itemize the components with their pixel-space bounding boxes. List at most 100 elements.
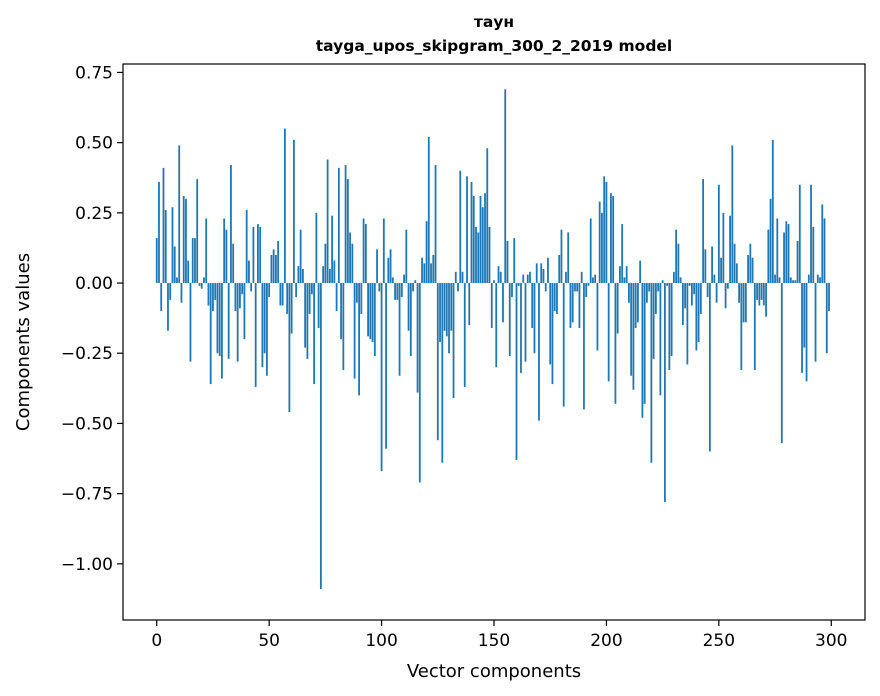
x-tick-label: 250 xyxy=(703,631,735,651)
bar-67 xyxy=(306,283,309,359)
bar-218 xyxy=(646,283,648,303)
bar-59 xyxy=(288,283,291,413)
bar-112 xyxy=(407,283,410,331)
bar-249 xyxy=(715,283,718,303)
bar-106 xyxy=(394,283,396,300)
bar-78 xyxy=(331,215,334,284)
bar-245 xyxy=(706,283,709,298)
bar-79 xyxy=(333,260,336,284)
bar-190 xyxy=(583,283,585,410)
bar-293 xyxy=(814,283,817,362)
bar-278 xyxy=(780,283,783,444)
bar-109 xyxy=(400,283,403,298)
bar-234 xyxy=(681,283,684,326)
bar-276 xyxy=(776,218,779,284)
bar-237 xyxy=(688,283,691,286)
bar-103 xyxy=(387,257,390,284)
bar-259 xyxy=(738,283,740,303)
bar-27 xyxy=(216,283,219,354)
bar-187 xyxy=(576,283,579,292)
bar-115 xyxy=(414,280,417,284)
bar-64 xyxy=(299,229,302,284)
chart-title: таун xyxy=(474,13,514,31)
bar-177 xyxy=(553,283,556,312)
bar-243 xyxy=(702,179,705,284)
bar-233 xyxy=(679,277,682,284)
bar-105 xyxy=(391,277,394,284)
x-axis-ticks: 0 50 100 150 200 250 300 xyxy=(151,620,847,651)
bar-73 xyxy=(319,283,322,590)
bar-244 xyxy=(704,249,707,284)
bar-46 xyxy=(259,226,262,284)
bar-113 xyxy=(409,283,412,357)
bar-214 xyxy=(637,283,639,323)
bar-176 xyxy=(551,283,554,385)
bar-122 xyxy=(430,263,432,284)
bar-72 xyxy=(317,283,320,328)
bar-44 xyxy=(254,283,257,387)
bar-45 xyxy=(257,224,259,284)
bar-23 xyxy=(207,283,210,306)
y-tick-label: −1.00 xyxy=(61,555,113,575)
x-tick-label: 200 xyxy=(590,631,622,651)
bar-287 xyxy=(801,283,803,373)
bar-18 xyxy=(196,179,199,284)
bar-159 xyxy=(513,238,516,284)
bar-269 xyxy=(760,283,763,300)
y-tick-label: −0.50 xyxy=(61,414,113,434)
bar-98 xyxy=(376,249,378,284)
bar-270 xyxy=(762,283,765,306)
bars-group xyxy=(155,89,830,590)
bar-156 xyxy=(506,240,509,284)
bar-11 xyxy=(180,283,183,303)
bar-32 xyxy=(227,283,230,359)
bar-189 xyxy=(580,271,583,284)
bar-240 xyxy=(695,283,698,351)
bar-164 xyxy=(524,283,527,362)
bar-212 xyxy=(632,283,635,390)
bar-4 xyxy=(164,210,167,284)
bar-271 xyxy=(765,283,767,317)
bar-26 xyxy=(214,283,217,300)
bar-124 xyxy=(434,165,437,284)
bar-225 xyxy=(661,280,664,284)
bar-3 xyxy=(162,167,165,284)
bar-242 xyxy=(699,283,702,314)
bar-49 xyxy=(266,283,268,376)
bar-199 xyxy=(603,176,606,284)
bar-161 xyxy=(517,283,520,286)
bar-131 xyxy=(450,283,453,331)
bar-89 xyxy=(355,283,358,303)
bar-116 xyxy=(416,283,419,393)
bar-275 xyxy=(774,274,776,284)
bar-171 xyxy=(540,263,543,284)
bar-126 xyxy=(439,283,441,342)
bar-70 xyxy=(313,283,316,385)
bar-250 xyxy=(717,184,720,284)
bar-35 xyxy=(234,283,237,312)
bar-203 xyxy=(612,195,615,284)
bar-296 xyxy=(821,204,824,284)
bar-198 xyxy=(601,212,603,284)
bar-140 xyxy=(470,181,473,284)
bar-256 xyxy=(731,145,734,284)
bar-93 xyxy=(364,224,367,284)
bar-139 xyxy=(468,283,471,326)
y-tick-label: 0.75 xyxy=(75,63,113,83)
bar-273 xyxy=(769,198,772,284)
bar-141 xyxy=(472,195,475,284)
bar-52 xyxy=(272,249,275,284)
bar-102 xyxy=(385,283,387,449)
bar-281 xyxy=(787,224,790,284)
plot-frame xyxy=(122,63,866,621)
bar-55 xyxy=(279,283,282,306)
bar-100 xyxy=(380,283,383,472)
bar-129 xyxy=(445,283,448,337)
bar-36 xyxy=(236,283,239,362)
y-axis-ticks: 0.75 0.50 0.25 0.00 −0.25 −0.50 −0.75 −1.00 xyxy=(61,63,123,575)
bar-227 xyxy=(666,283,669,286)
bar-30 xyxy=(223,218,226,284)
bar-144 xyxy=(479,195,482,284)
bar-236 xyxy=(686,283,689,365)
